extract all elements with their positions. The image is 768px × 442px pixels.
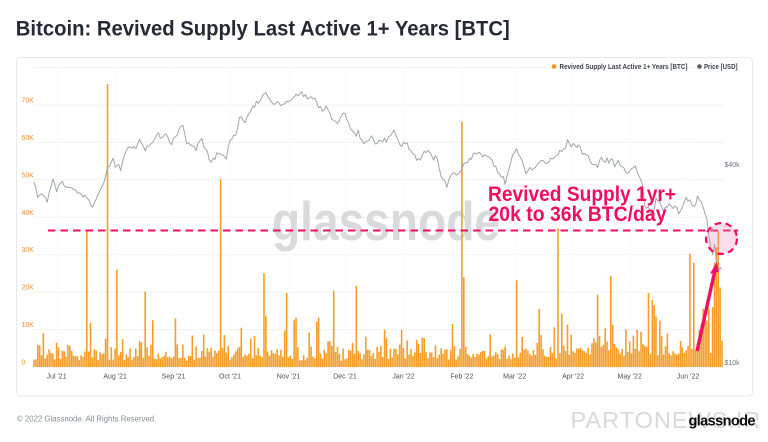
svg-text:Apr '22: Apr '22 xyxy=(562,374,584,381)
svg-text:Jun '22: Jun '22 xyxy=(677,374,699,381)
svg-text:$10k: $10k xyxy=(725,360,741,367)
svg-text:Revived Supply Last Active 1+: Revived Supply Last Active 1+ Years [BTC… xyxy=(560,62,688,71)
svg-text:Sep '21: Sep '21 xyxy=(162,374,186,381)
svg-text:glassnode: glassnode xyxy=(272,190,500,252)
svg-text:10K: 10K xyxy=(22,322,35,329)
svg-text:Revived Supply 1yr+: Revived Supply 1yr+ xyxy=(488,183,676,206)
svg-text:70K: 70K xyxy=(22,98,35,105)
svg-text:Jul '21: Jul '21 xyxy=(47,374,67,381)
svg-text:© 2022 Glassnode. All Rights R: © 2022 Glassnode. All Rights Reserved. xyxy=(17,415,156,424)
svg-text:0: 0 xyxy=(22,360,26,367)
svg-text:May '22: May '22 xyxy=(618,374,642,381)
svg-text:glassnode: glassnode xyxy=(689,414,756,430)
svg-text:40K: 40K xyxy=(22,210,35,217)
svg-text:Dec '21: Dec '21 xyxy=(333,374,357,381)
svg-text:Mar '22: Mar '22 xyxy=(503,374,526,381)
svg-text:Oct '21: Oct '21 xyxy=(219,374,241,381)
svg-text:$40k: $40k xyxy=(725,162,741,169)
svg-text:Aug '21: Aug '21 xyxy=(103,374,127,381)
svg-text:Price [USD]: Price [USD] xyxy=(704,62,738,71)
svg-text:20K: 20K xyxy=(22,285,35,292)
svg-text:50K: 50K xyxy=(22,172,35,179)
svg-text:Nov '21: Nov '21 xyxy=(277,374,301,381)
svg-text:20k to 36k BTC/day: 20k to 36k BTC/day xyxy=(489,203,667,226)
svg-text:30K: 30K xyxy=(22,247,35,254)
svg-text:Feb '22: Feb '22 xyxy=(450,374,473,381)
svg-text:PARTONEWS.IR: PARTONEWS.IR xyxy=(571,407,762,433)
svg-text:Bitcoin: Revived Supply Last A: Bitcoin: Revived Supply Last Active 1+ Y… xyxy=(16,17,510,40)
svg-text:Jan '22: Jan '22 xyxy=(392,374,414,381)
svg-text:60K: 60K xyxy=(22,135,35,142)
